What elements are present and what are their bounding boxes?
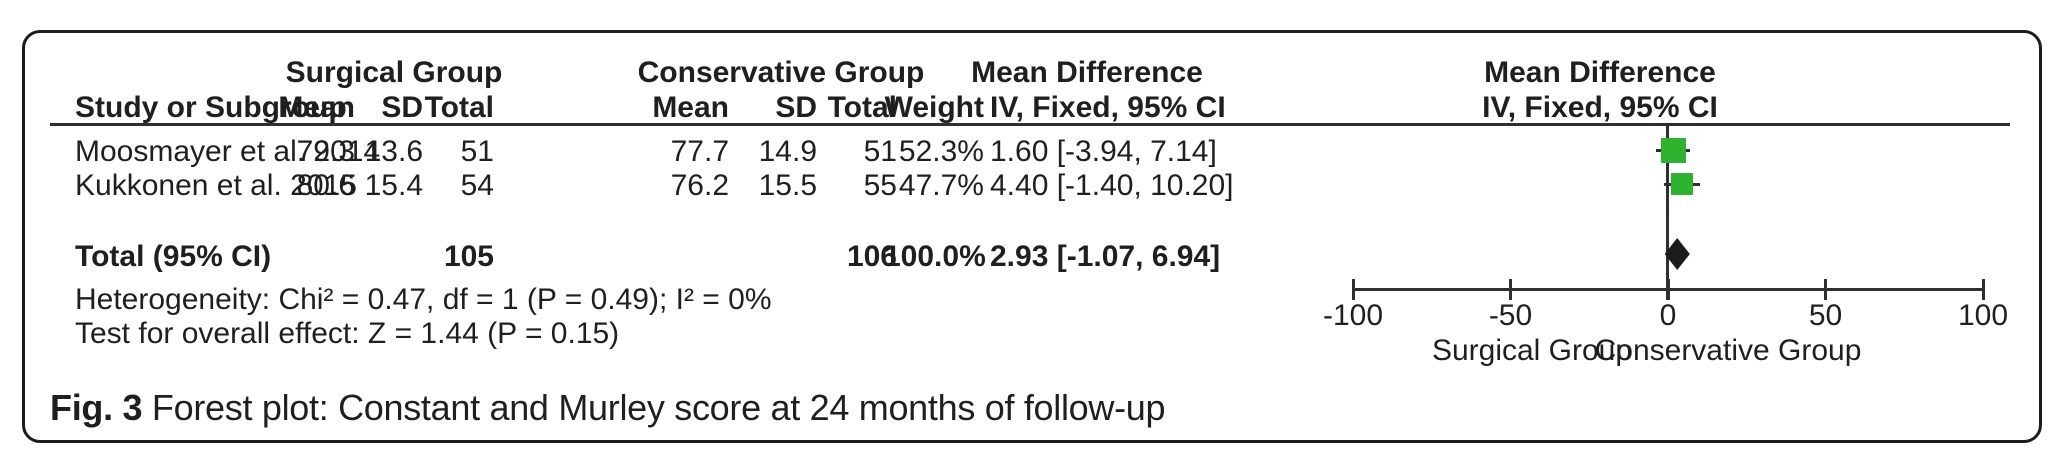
effect-square bbox=[1670, 173, 1693, 195]
axis-tick bbox=[1981, 279, 1985, 300]
header-rule bbox=[50, 123, 2010, 126]
ci-text: 4.40 [-1.40, 10.20] bbox=[990, 169, 1234, 202]
axis-tick-label: -100 bbox=[1322, 299, 1384, 332]
surgical-total: 51 bbox=[460, 135, 494, 168]
conservative-sd: 15.5 bbox=[758, 169, 817, 202]
surgical-total: 54 bbox=[460, 169, 494, 202]
col-header-conservative-total: Total bbox=[827, 91, 897, 124]
weight-value: 52.3% bbox=[898, 135, 984, 168]
axis-tick bbox=[1351, 279, 1355, 300]
zero-line bbox=[1666, 123, 1669, 300]
col-header-surgical-sd: SD bbox=[381, 91, 423, 124]
col-header-weight: Weight bbox=[884, 91, 984, 124]
axis-tick-label: 0 bbox=[1659, 299, 1677, 332]
axis-label-left: Surgical Group bbox=[1431, 334, 1633, 367]
column-header-row: Study or Subgroup Mean SD Total Mean SD … bbox=[0, 91, 2062, 124]
total-weight: 100.0% bbox=[884, 240, 986, 273]
axis-tick bbox=[1824, 279, 1827, 300]
axis-label-right: Conservative Group bbox=[1594, 334, 1862, 367]
axis-tick-label: 100 bbox=[1957, 299, 2009, 332]
weight-value: 47.7% bbox=[898, 169, 984, 202]
table-row: Moosmayer et al. 2014 79.3 13.6 51 77.7 … bbox=[0, 135, 2062, 168]
col-header-conservative-mean: Mean bbox=[652, 91, 729, 124]
table-row: Kukkonen et al. 2015 80.6 15.4 54 76.2 1… bbox=[0, 169, 2062, 202]
mean-difference-header-plot: Mean Difference bbox=[1484, 56, 1716, 89]
ci-text: 1.60 [-3.94, 7.14] bbox=[990, 135, 1217, 168]
surgical-mean: 80.6 bbox=[296, 169, 355, 202]
axis-tick bbox=[1509, 279, 1512, 300]
conservative-sd: 14.9 bbox=[758, 135, 817, 168]
total-conservative-n: 106 bbox=[846, 240, 897, 273]
axis-tick-label: 50 bbox=[1808, 299, 1843, 332]
figure-caption-text: Forest plot: Constant and Murley score a… bbox=[151, 387, 1166, 428]
col-header-study: Study or Subgroup bbox=[75, 91, 347, 124]
col-header-ci-plot: IV, Fixed, 95% CI bbox=[1482, 91, 1718, 124]
conservative-total: 51 bbox=[863, 135, 897, 168]
surgical-sd: 13.6 bbox=[364, 135, 423, 168]
total-ci-text: 2.93 [-1.07, 6.94] bbox=[990, 240, 1221, 273]
surgical-mean: 79.3 bbox=[296, 135, 355, 168]
conservative-mean: 76.2 bbox=[670, 169, 729, 202]
effect-square bbox=[1660, 137, 1686, 163]
conservative-group-header: Conservative Group bbox=[637, 56, 925, 89]
mean-difference-header-table: Mean Difference bbox=[971, 56, 1203, 89]
axis-tick-label: -50 bbox=[1488, 299, 1533, 332]
conservative-total: 55 bbox=[863, 169, 897, 202]
total-row: Total (95% CI) 105 106 100.0% 2.93 [-1.0… bbox=[0, 240, 2062, 273]
col-header-ci-table: IV, Fixed, 95% CI bbox=[990, 91, 1226, 124]
col-header-conservative-sd: SD bbox=[775, 91, 817, 124]
figure-border bbox=[22, 30, 2042, 443]
col-header-surgical-total: Total bbox=[424, 91, 494, 124]
total-label: Total (95% CI) bbox=[75, 240, 272, 273]
figure-caption: Fig. 3 Forest plot: Constant and Murley … bbox=[50, 387, 1166, 428]
surgical-sd: 15.4 bbox=[364, 169, 423, 202]
study-name: Moosmayer et al. 2014 bbox=[75, 135, 381, 168]
axis-tick bbox=[1666, 279, 1670, 300]
surgical-group-header: Surgical Group bbox=[285, 56, 503, 89]
conservative-mean: 77.7 bbox=[670, 135, 729, 168]
total-surgical-n: 105 bbox=[443, 240, 494, 273]
heterogeneity-text: Heterogeneity: Chi² = 0.47, df = 1 (P = … bbox=[75, 283, 772, 316]
figure-caption-label: Fig. 3 bbox=[50, 387, 143, 428]
study-name: Kukkonen et al. 2015 bbox=[75, 169, 357, 202]
overall-effect-text: Test for overall effect: Z = 1.44 (P = 0… bbox=[75, 317, 620, 350]
col-header-surgical-mean: Mean bbox=[278, 91, 355, 124]
